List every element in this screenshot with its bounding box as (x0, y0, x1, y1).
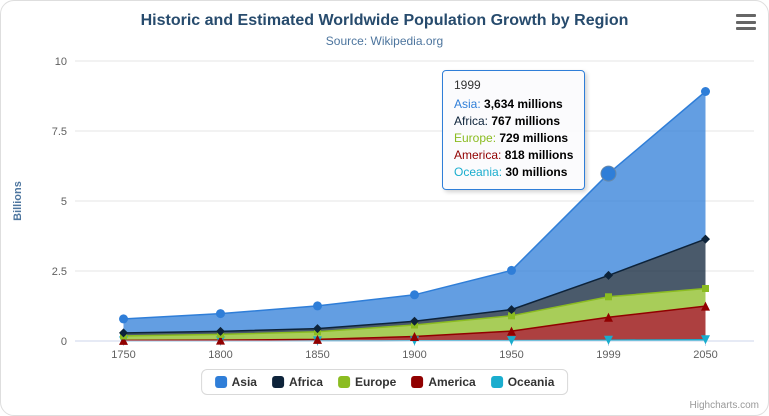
point-africa-1800[interactable] (216, 326, 225, 336)
point-america-1800[interactable] (216, 335, 225, 345)
point-asia-2050[interactable] (701, 87, 710, 96)
legend-item-asia[interactable]: Asia (214, 375, 257, 389)
area-series-asia[interactable] (123, 91, 706, 333)
legend: Asia Africa Europe America Oceania (200, 369, 569, 395)
y-tick-label: 7.5 (52, 126, 67, 138)
point-europe-2050[interactable] (702, 285, 709, 292)
legend-label: Oceania (507, 375, 555, 389)
point-america-1900[interactable] (410, 332, 419, 341)
point-europe-1999[interactable] (605, 293, 612, 301)
legend-label: Europe (354, 375, 397, 389)
x-axis-label: 1999 (596, 349, 620, 361)
axis-labels: 0 2.5 5 7.5 10 1750 1800 1850 1900 1950 1999 2050 Bi… (12, 56, 718, 361)
point-asia-1750[interactable] (119, 314, 128, 324)
tooltip-row-america: America: 818 millions (454, 148, 574, 162)
tooltip: 1999 Asia: 3,634 millions Africa: 767 mil… (442, 70, 586, 190)
area-series-africa[interactable] (123, 239, 706, 336)
legend-label: Africa (288, 375, 323, 389)
legend-label: America (428, 375, 476, 389)
tooltip-row-asia: Asia: 3,634 millions (454, 97, 563, 111)
point-africa-2050[interactable] (701, 234, 710, 244)
point-asia-1900[interactable] (410, 290, 419, 300)
point-america-1750[interactable] (119, 335, 128, 345)
x-axis-label: 1900 (402, 349, 426, 361)
point-asia-1950[interactable] (507, 265, 516, 275)
y-tick-label: 2.5 (52, 266, 67, 278)
x-axis-label: 1850 (305, 349, 329, 361)
point-oceania-1950[interactable] (507, 336, 516, 346)
chart-subtitle: Source: Wikipedia.org (325, 34, 444, 48)
point-asia-1999[interactable] (600, 165, 617, 182)
point-asia-1850[interactable] (313, 301, 322, 311)
x-axis-label: 1950 (499, 349, 523, 361)
point-america-1950[interactable] (507, 326, 516, 336)
point-america-1999[interactable] (604, 312, 613, 322)
point-america-2050[interactable] (701, 301, 710, 311)
x-axis-label: 2050 (693, 349, 717, 361)
series-areas (123, 91, 706, 341)
point-africa-1850[interactable] (313, 324, 322, 334)
legend-swatch-icon (271, 376, 284, 388)
y-axis-title: Billions (12, 181, 24, 221)
point-oceania-2050[interactable] (701, 335, 710, 345)
point-africa-1999[interactable] (604, 270, 613, 280)
tooltip-header: 1999 (454, 78, 481, 92)
legend-label: Asia (231, 375, 257, 389)
legend-item-europe[interactable]: Europe (337, 375, 397, 389)
legend-swatch-icon (411, 376, 424, 388)
series-markers (119, 87, 710, 346)
x-axis-label: 1750 (111, 349, 135, 361)
point-africa-1900[interactable] (410, 316, 419, 326)
x-axis-label: 1800 (208, 349, 232, 361)
y-tick-label: 10 (55, 56, 67, 68)
hamburger-icon (736, 14, 756, 17)
context-menu-button[interactable] (736, 14, 756, 30)
tooltip-row-oceania: Oceania: 30 millions (454, 165, 568, 179)
point-america-1850[interactable] (313, 334, 322, 344)
legend-swatch-icon (337, 376, 350, 388)
point-africa-1750[interactable] (119, 328, 128, 338)
legend-swatch-icon (490, 376, 503, 388)
y-tick-label: 5 (61, 196, 67, 208)
tooltip-row-europe: Europe: 729 millions (454, 131, 569, 145)
legend-item-oceania[interactable]: Oceania (490, 375, 555, 389)
point-asia-1800[interactable] (216, 309, 225, 319)
point-africa-1950[interactable] (507, 305, 516, 315)
legend-item-america[interactable]: America (411, 375, 476, 389)
point-oceania-1999[interactable] (604, 335, 613, 345)
legend-swatch-icon (214, 376, 227, 388)
legend-item-africa[interactable]: Africa (271, 375, 323, 389)
hamburger-icon (736, 20, 756, 24)
area-series-america[interactable] (123, 306, 706, 341)
tooltip-row-africa: Africa: 767 millions (454, 114, 561, 128)
credits-link[interactable]: Highcharts.com (689, 400, 759, 411)
y-tick-label: 0 (61, 336, 67, 348)
chart-title: Historic and Estimated Worldwide Populat… (140, 12, 629, 29)
hamburger-icon (736, 27, 756, 30)
tooltip-rows: Asia: 3,634 millions Africa: 767 millions… (454, 96, 573, 181)
point-europe-1950[interactable] (508, 312, 515, 320)
